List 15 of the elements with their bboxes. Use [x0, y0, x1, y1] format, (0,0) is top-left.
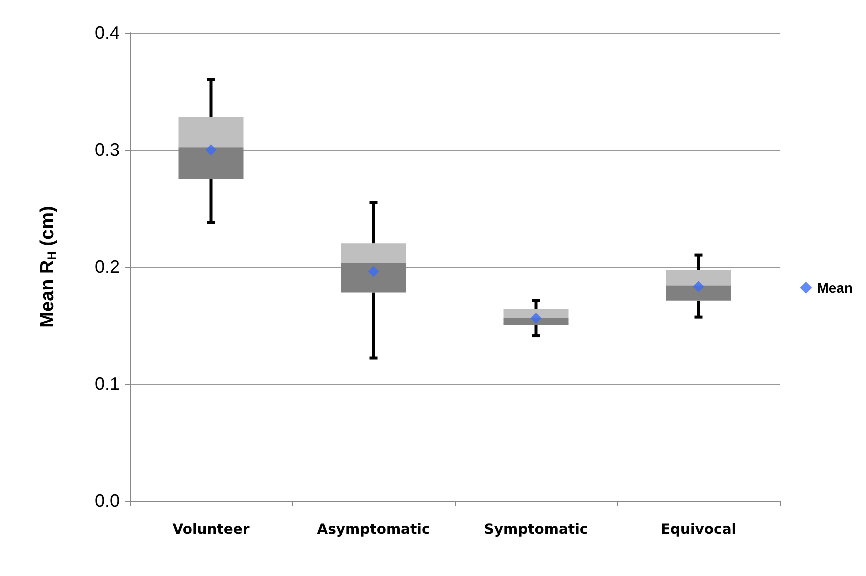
point: [693, 281, 704, 292]
x-tick-label: Equivocal: [660, 522, 737, 538]
y-tick-label: 0.4: [94, 23, 120, 43]
y-tick-label: 0.0: [94, 491, 120, 511]
x-tick-label: Volunteer: [172, 522, 250, 538]
point: [368, 266, 380, 278]
y-tick-label: 0.3: [94, 140, 120, 160]
y-tick-label: 0.1: [94, 374, 120, 394]
y-tick-label: 0.2: [94, 257, 120, 277]
point: [530, 312, 542, 324]
point: [206, 144, 217, 156]
legend-label: Mean: [817, 280, 854, 296]
y-axis-title: Mean RH (cm): [38, 206, 59, 328]
x-tick-label: Asymptomatic: [317, 522, 430, 538]
x-tick-label: Symptomatic: [484, 522, 588, 538]
